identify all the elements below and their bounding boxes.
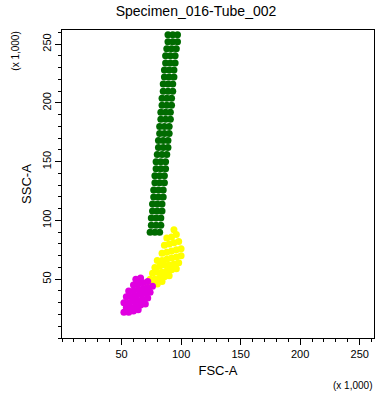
svg-text:250: 250 (41, 33, 53, 51)
svg-text:(x 1,000): (x 1,000) (333, 380, 372, 391)
svg-text:250: 250 (351, 348, 369, 360)
svg-text:150: 150 (41, 151, 53, 169)
svg-text:SSC-A: SSC-A (19, 164, 34, 204)
svg-text:100: 100 (41, 210, 53, 228)
svg-text:Specimen_016-Tube_002: Specimen_016-Tube_002 (116, 3, 277, 19)
svg-text:FSC-A: FSC-A (199, 363, 238, 378)
svg-text:50: 50 (41, 271, 53, 283)
svg-text:(x 1,000): (x 1,000) (10, 31, 21, 70)
svg-text:100: 100 (172, 348, 190, 360)
svg-text:200: 200 (41, 92, 53, 110)
svg-text:150: 150 (231, 348, 249, 360)
svg-text:50: 50 (115, 348, 127, 360)
svg-text:200: 200 (291, 348, 309, 360)
